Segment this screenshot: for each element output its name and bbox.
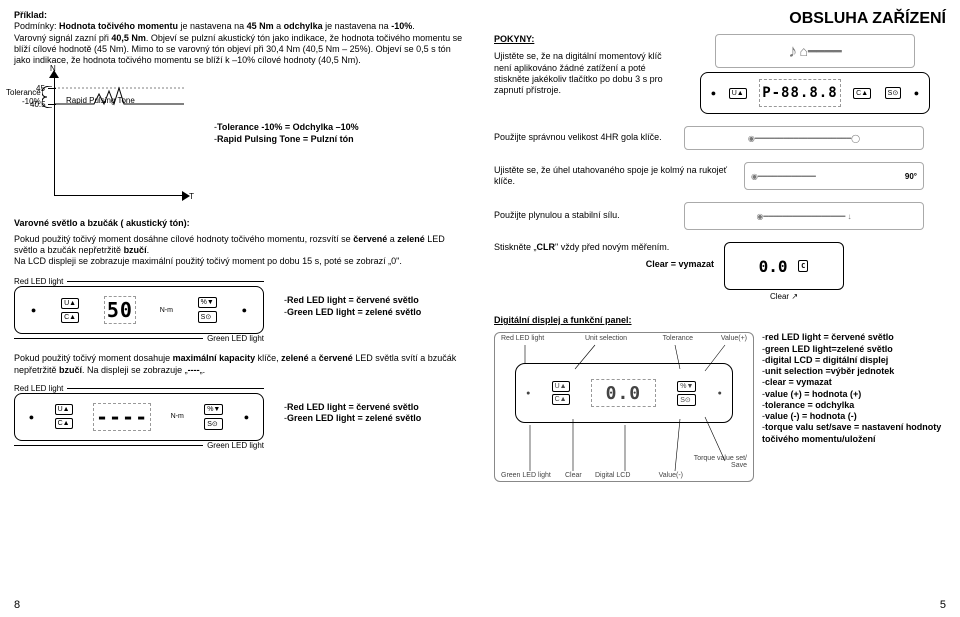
- instr-2: Použijte správnou velikost 4HR gola klíč…: [494, 132, 674, 143]
- warn-heading: Varovné světlo a bzučák ( akustický tón)…: [14, 218, 466, 229]
- tolerance-chart: N T 45 40.5 Tolerance -10% Rapid Pulsing…: [14, 76, 184, 196]
- page-number-right: 5: [940, 599, 946, 611]
- obsluha-header: OBSLUHA ZAŘÍZENÍ: [494, 10, 946, 28]
- clear-eq: Clear = vymazat: [494, 259, 714, 270]
- page-right: OBSLUHA ZAŘÍZENÍ POKYNY: Ujistěte se, že…: [480, 0, 960, 617]
- axis-n: N: [50, 64, 56, 73]
- page-left: Příklad: Podmínky: Hodnota točivého mome…: [0, 0, 480, 617]
- warn-p2: Na LCD displeji se zobrazuje maximální p…: [14, 256, 466, 267]
- lcd-display-2: ● U▲C▲ ---- N-m %▼S⊙ ●: [14, 393, 264, 441]
- red-led-label: Red LED light: [14, 277, 63, 286]
- chart-translations: -Tolerance -10% = Odchylka –10% -Rapid P…: [214, 122, 359, 196]
- wrench-illustration-1: ♪ ⌂━━━━: [715, 34, 915, 68]
- tolerance-label: Tolerance -10%: [6, 88, 41, 106]
- panel-illustration: Red LED light Unit selection Tolerance V…: [494, 332, 754, 482]
- gola-illustration: ◉━━━━━━━━━━━━━━━━━━━━◯: [684, 126, 924, 150]
- panel-head: Digitální displej a funkční panel:: [494, 315, 946, 326]
- conditions-line: Podmínky: Hodnota točivého momentu je na…: [14, 21, 466, 32]
- green-led-label-2: Green LED light: [207, 441, 264, 450]
- instr-3: Ujistěte se, že úhel utahovaného spoje j…: [494, 165, 734, 188]
- page-number-left: 8: [14, 599, 20, 611]
- signal-line: Varovný signál zazní při 40,5 Nm. Objeví…: [14, 33, 466, 67]
- warn-p1: Pokud použitý točivý moment dosáhne cílo…: [14, 234, 466, 257]
- red-led-label-2: Red LED light: [14, 384, 63, 393]
- example-heading: Příklad:: [14, 10, 466, 21]
- force-illustration: ◉━━━━━━━━━━━━━━━━━ ↓: [684, 202, 924, 230]
- green-led-label: Green LED light: [207, 334, 264, 343]
- angle-illustration: ◉━━━━━━━━━━━━90°: [744, 162, 924, 190]
- led-translations-1: -Red LED light = červené světlo -Green L…: [284, 295, 421, 318]
- axis-t: T: [189, 192, 194, 201]
- instr-5: Stiskněte „CLR" vždy před novým měřením.: [494, 242, 714, 253]
- panel-translations: -red LED light = červené světlo -green L…: [762, 332, 946, 482]
- lcd-zero: 0.0 C: [724, 242, 844, 290]
- lcd-startup: ● U▲ P-88.8.8 C▲ S⊙ ●: [700, 72, 930, 114]
- led-translations-2: -Red LED light = červené světlo -Green L…: [284, 402, 421, 425]
- instr-1: Ujistěte se, že na digitální momentový k…: [494, 51, 674, 96]
- max-capacity-p: Pokud použitý točivý moment dosahuje max…: [14, 353, 466, 376]
- pokyny-head: POKYNY:: [494, 34, 674, 45]
- instr-4: Použijte plynulou a stabilní sílu.: [494, 210, 674, 221]
- lcd-display-1: ● U▲C▲ 50 N-m %▼S⊙ ●: [14, 286, 264, 334]
